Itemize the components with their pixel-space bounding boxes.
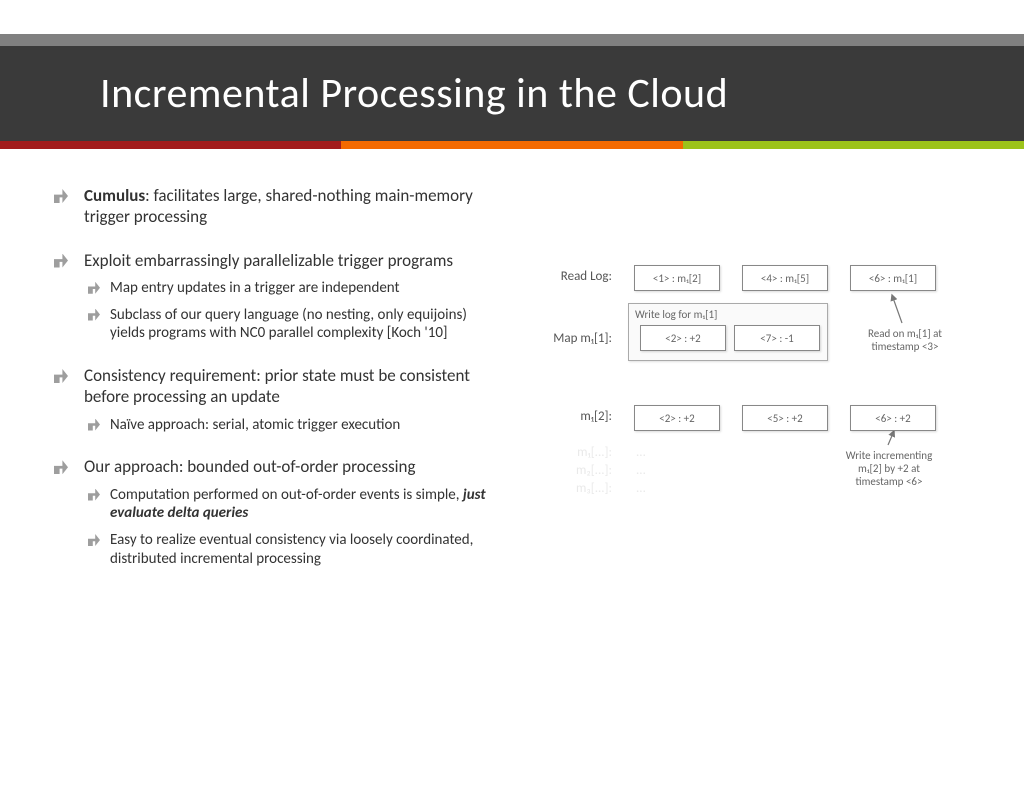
slide-body: Cumulus: facilitates large, shared-nothi… bbox=[0, 149, 1024, 591]
log-entry: <6> : m₁[1] bbox=[850, 265, 936, 291]
sub-bullet-item: Map entry updates in a trigger are indep… bbox=[84, 279, 504, 298]
diagram-row-label: Map m₁[1]: bbox=[532, 331, 612, 346]
log-diagram: Read Log: <1> : m₁[2] <4> : m₁[5] <6> : m₁[… bbox=[524, 265, 964, 555]
sub-bullet-item: Naïve approach: serial, atomic trigger e… bbox=[84, 416, 504, 435]
diagram-row-label: Read Log: bbox=[532, 269, 612, 284]
log-entry: <2> : +2 bbox=[640, 325, 726, 351]
diagram-row-label: m₁[2]: bbox=[532, 409, 612, 424]
bullet-item: Cumulus: facilitates large, shared-nothi… bbox=[54, 185, 504, 228]
diagram-row-label: m₂[...]: bbox=[532, 463, 612, 478]
sub-bullet-item: Computation performed on out-of-order ev… bbox=[84, 486, 504, 524]
log-entry: <4> : m₁[5] bbox=[742, 265, 828, 291]
slide-title: Incremental Processing in the Cloud bbox=[0, 46, 1024, 141]
header-accentbar bbox=[0, 141, 1024, 149]
diagram-row-label: m₃[...]: bbox=[532, 481, 612, 496]
log-entry: <1> : m₁[2] bbox=[634, 265, 720, 291]
log-entry: <2> : +2 bbox=[634, 405, 720, 431]
log-entry: <7> : -1 bbox=[734, 325, 820, 351]
log-entry: <5> : +2 bbox=[742, 405, 828, 431]
faded-ellipsis: ... bbox=[636, 445, 666, 460]
diagram-annotation: Read on m₁[1] at timestamp <3> bbox=[850, 327, 960, 353]
diagram-column: Read Log: <1> : m₁[2] <4> : m₁[5] <6> : m₁[… bbox=[504, 185, 1000, 591]
bullet-item: Exploit embarrassingly parallelizable tr… bbox=[54, 250, 504, 344]
faded-ellipsis: ... bbox=[636, 481, 666, 496]
bullet-column: Cumulus: facilitates large, shared-nothi… bbox=[54, 185, 504, 591]
diagram-row-label: m₁[...]: bbox=[532, 445, 612, 460]
accent-stripe bbox=[0, 141, 341, 149]
diagram-annotation: Write incrementing m₁[2] by +2 at timest… bbox=[834, 449, 944, 489]
log-entry: <6> : +2 bbox=[850, 405, 936, 431]
header-topbar bbox=[0, 34, 1024, 46]
bullet-item: Our approach: bounded out-of-order proce… bbox=[54, 456, 504, 568]
sub-bullet-item: Subclass of our query language (no nesti… bbox=[84, 306, 504, 344]
faded-ellipsis: ... bbox=[636, 463, 666, 478]
sub-bullet-item: Easy to realize eventual consistency via… bbox=[84, 531, 504, 569]
accent-stripe bbox=[683, 141, 1024, 149]
bullet-item: Consistency requirement: prior state mus… bbox=[54, 365, 504, 434]
accent-stripe bbox=[341, 141, 682, 149]
